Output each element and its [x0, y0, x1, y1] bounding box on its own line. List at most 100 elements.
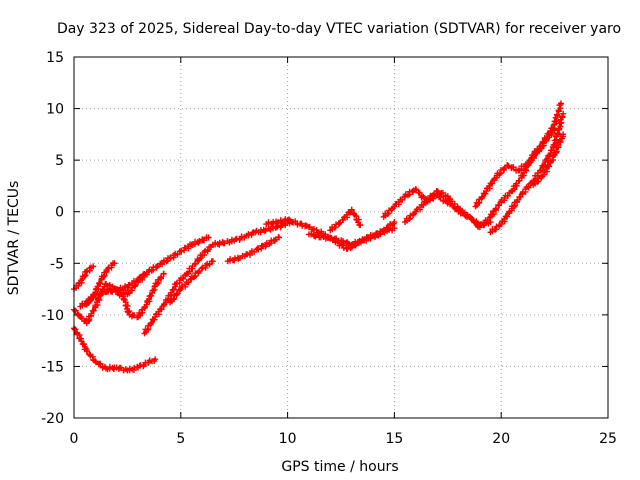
series-sat-e: [77, 270, 167, 321]
trail-markers: [484, 174, 500, 192]
trail-markers: [541, 152, 557, 176]
chart-title: Day 323 of 2025, Sidereal Day-to-day VTE…: [57, 21, 621, 37]
y-tick-label: 0: [55, 205, 64, 221]
trail-markers: [403, 210, 418, 224]
trail-markers: [542, 142, 557, 168]
data-point: [434, 188, 441, 195]
trail-markers: [168, 287, 183, 305]
trail-markers: [551, 113, 566, 147]
trail-markers: [115, 364, 129, 374]
trail-markers: [201, 243, 215, 258]
trail-markers: [72, 307, 82, 319]
trail-markers: [328, 235, 350, 252]
trail-markers: [105, 283, 129, 295]
trail-markers: [83, 304, 99, 325]
trail-markers: [487, 199, 505, 218]
x-tick-label: 20: [492, 431, 510, 447]
data-point: [560, 131, 567, 138]
y-tick-label: 10: [46, 102, 64, 118]
data-point: [391, 219, 398, 226]
series-sat-c: [71, 263, 97, 293]
trail-markers: [445, 195, 461, 213]
trail-markers: [531, 173, 546, 187]
y-tick-label: 5: [55, 153, 64, 169]
trail-markers: [189, 234, 210, 249]
trail-markers: [167, 241, 193, 261]
x-axis-label: GPS time / hours: [281, 459, 398, 475]
trail-markers: [345, 238, 364, 252]
plot-frame: [73, 56, 609, 419]
y-tick-label: -20: [41, 411, 64, 427]
trail-markers: [489, 222, 503, 235]
trail-markers: [499, 207, 515, 225]
trail-markers: [509, 172, 525, 194]
trail-markers: [93, 359, 108, 371]
series-sat-f: [103, 234, 212, 296]
trail-markers: [146, 357, 158, 365]
data-point: [90, 263, 97, 270]
trail-markers: [341, 209, 354, 221]
trail-markers: [551, 101, 564, 125]
trail-markers: [520, 179, 535, 195]
trail-markers: [382, 205, 396, 219]
trail-markers: [144, 283, 158, 306]
trail-markers: [537, 136, 550, 152]
data-point: [160, 270, 167, 277]
trail-markers: [84, 265, 93, 274]
x-tick-label: 5: [176, 431, 185, 447]
trail-markers: [79, 297, 93, 309]
data-points: [71, 100, 567, 374]
trail-markers: [232, 229, 257, 243]
trail-markers: [286, 216, 310, 230]
data-point: [357, 222, 364, 229]
trail-markers: [212, 236, 235, 248]
trail-markers: [120, 295, 133, 316]
axis-ticks: 0 5 10 15 20 25 -20 -15 -10 -5 0 5 10 15: [41, 50, 617, 447]
y-tick-label: -5: [50, 256, 64, 272]
trail-markers: [89, 290, 103, 301]
trail-markers: [308, 230, 331, 242]
x-tick-label: 10: [279, 431, 297, 447]
data-point: [560, 110, 567, 117]
y-tick-label: 15: [46, 50, 64, 66]
data-point: [152, 356, 159, 363]
series-sat-k: [305, 219, 398, 252]
trail-markers: [98, 267, 110, 280]
trail-markers: [551, 133, 566, 156]
series-sat-q: [530, 131, 567, 188]
trail-markers: [146, 255, 171, 274]
series-sat-o: [472, 126, 558, 210]
series-sat-g: [141, 219, 295, 337]
y-tick-label: -10: [41, 308, 64, 324]
trail-markers: [142, 316, 158, 335]
trail-markers: [84, 348, 97, 364]
trail-markers: [375, 220, 397, 239]
trail-markers: [478, 214, 493, 229]
data-point: [209, 258, 216, 265]
trail-markers: [473, 190, 489, 209]
data-point: [276, 234, 283, 241]
trail-markers: [76, 277, 85, 287]
series-sat-i: [224, 234, 283, 265]
trail-markers: [226, 252, 246, 264]
series-sat-l: [327, 206, 364, 234]
data-point: [111, 260, 118, 267]
data-point: [558, 100, 565, 107]
trail-markers: [73, 282, 80, 291]
trail-markers: [125, 269, 150, 289]
trail-markers: [136, 303, 149, 319]
x-tick-label: 25: [599, 431, 617, 447]
trail-markers: [348, 207, 363, 228]
x-tick-label: 0: [70, 431, 79, 447]
series-sat-h: [167, 258, 216, 306]
data-point: [205, 234, 212, 241]
trail-markers: [243, 242, 269, 258]
y-tick-label: -15: [41, 359, 64, 375]
x-tick-label: 15: [385, 431, 403, 447]
trail-markers: [185, 252, 204, 277]
trail-markers: [457, 209, 471, 220]
y-axis-label: SDTVAR / TECUs: [6, 181, 22, 296]
trail-markers: [509, 191, 526, 210]
trail-markers: [153, 301, 168, 318]
